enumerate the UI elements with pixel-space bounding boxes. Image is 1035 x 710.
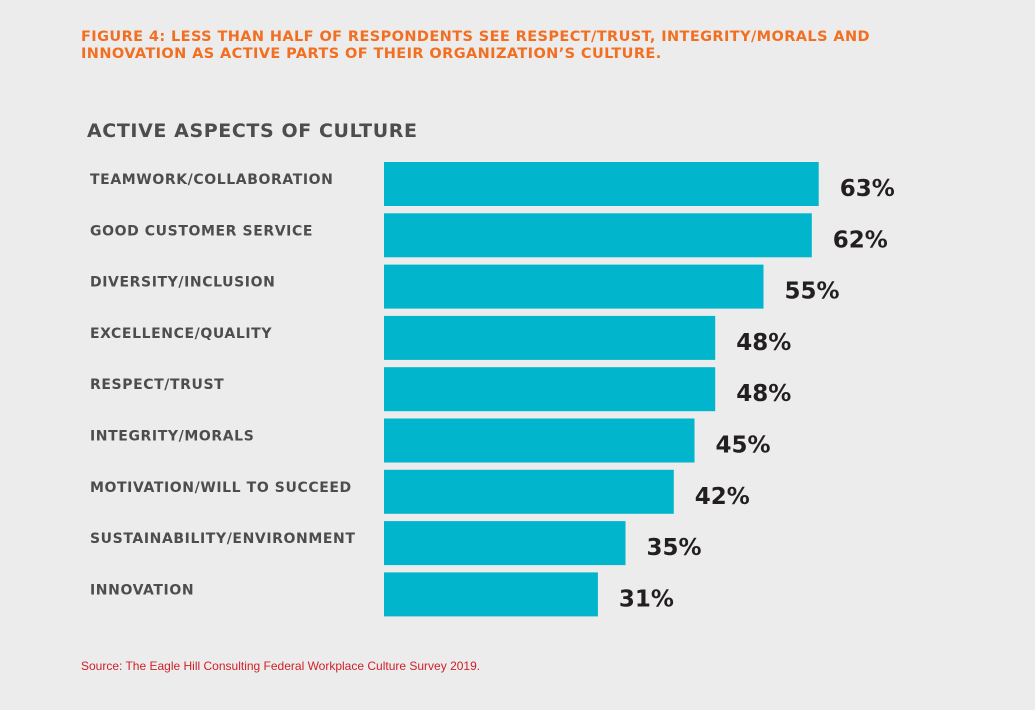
bar <box>384 162 819 206</box>
value-label: 62% <box>833 227 888 253</box>
bar <box>384 572 598 617</box>
bar <box>384 315 716 360</box>
value-label: 63% <box>840 176 895 202</box>
value-label: 31% <box>619 586 674 612</box>
category-label: RESPECT/TRUST <box>90 377 224 393</box>
bar <box>384 264 764 309</box>
category-label: INNOVATION <box>90 582 194 598</box>
category-label: GOOD CUSTOMER SERVICE <box>90 223 313 239</box>
value-label: 45% <box>716 433 771 459</box>
category-label: MOTIVATION/WILL TO SUCCEED <box>90 480 352 496</box>
bar <box>384 469 674 514</box>
category-label: SUSTAINABILITY/ENVIRONMENT <box>90 531 356 547</box>
bar <box>384 213 812 258</box>
category-label: TEAMWORK/COLLABORATION <box>90 172 334 188</box>
value-label: 42% <box>695 484 750 510</box>
chart-title: ACTIVE ASPECTS OF CULTURE <box>87 120 418 142</box>
value-label: 55% <box>785 279 840 305</box>
category-label: DIVERSITY/INCLUSION <box>90 275 275 291</box>
source-note: Source: The Eagle Hill Consulting Federa… <box>81 659 481 673</box>
value-label: 35% <box>647 535 702 561</box>
bar <box>384 521 626 566</box>
figure-title-line-2: INNOVATION AS ACTIVE PARTS OF THEIR ORGA… <box>81 46 662 62</box>
bar <box>384 418 695 463</box>
bar <box>384 367 716 412</box>
category-label: EXCELLENCE/QUALITY <box>90 326 272 342</box>
value-label: 48% <box>736 381 791 407</box>
figure-title: FIGURE 4: LESS THAN HALF OF RESPONDENTS … <box>81 29 961 63</box>
value-label: 48% <box>736 330 791 356</box>
category-label: INTEGRITY/MORALS <box>90 429 254 445</box>
figure-title-line-1: FIGURE 4: LESS THAN HALF OF RESPONDENTS … <box>81 29 870 45</box>
